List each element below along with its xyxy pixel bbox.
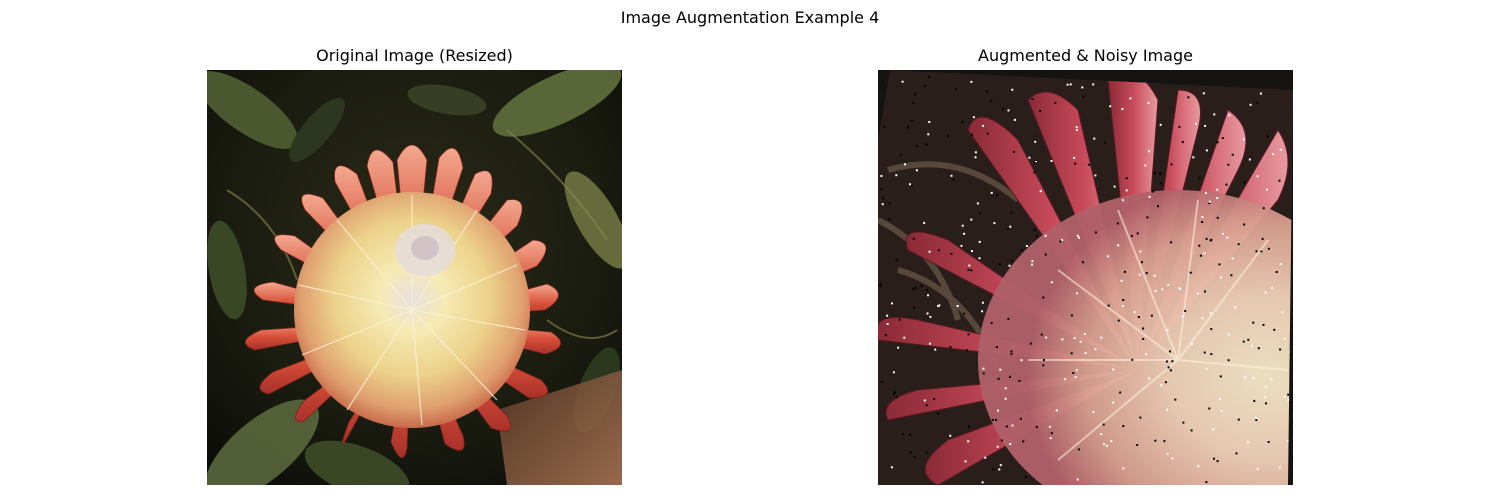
original-image-panel <box>207 70 622 485</box>
augmented-image-title: Augmented & Noisy Image <box>978 46 1193 65</box>
original-flower-image <box>207 70 622 485</box>
original-image-title: Original Image (Resized) <box>316 46 513 65</box>
augmented-image-panel <box>878 70 1293 485</box>
augmented-flower-image <box>878 70 1293 485</box>
figure-suptitle: Image Augmentation Example 4 <box>620 8 880 27</box>
